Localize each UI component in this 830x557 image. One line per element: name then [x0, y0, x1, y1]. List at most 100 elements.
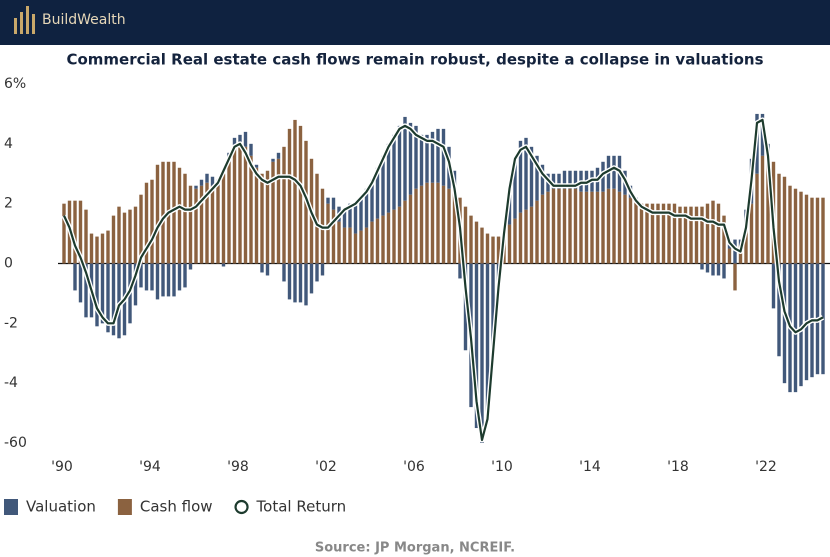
- cash-flow-bar: [73, 200, 77, 264]
- valuation-bar: [315, 263, 319, 282]
- cash-flow-bar: [106, 230, 110, 264]
- legend-swatch: [4, 499, 18, 515]
- cash-flow-bar: [287, 128, 292, 264]
- valuation-bar: [276, 152, 281, 159]
- valuation-bar: [139, 263, 143, 288]
- cash-flow-bar: [238, 143, 242, 264]
- valuation-bar: [155, 263, 160, 300]
- cash-flow-bar: [474, 221, 479, 264]
- cash-flow-bar: [260, 173, 264, 264]
- y-tick-label: 2: [4, 196, 13, 212]
- cash-flow-bar: [254, 167, 259, 264]
- cash-flow-bar: [738, 245, 743, 264]
- legend-label: Total Return: [256, 498, 347, 516]
- valuation-bar: [370, 179, 374, 222]
- valuation-bar: [722, 263, 726, 279]
- valuation-bar: [733, 239, 737, 264]
- cash-flow-bar: [463, 206, 468, 264]
- x-tick-label: '18: [667, 459, 689, 475]
- cash-flow-bar: [359, 230, 363, 264]
- cash-flow-bar: [727, 248, 732, 264]
- cash-flow-bar: [348, 227, 352, 264]
- valuation-bar: [188, 263, 193, 270]
- cash-flow-bar: [705, 203, 710, 264]
- valuation-bar: [221, 263, 226, 267]
- brand: BuildWealth: [42, 12, 126, 28]
- cash-flow-bar: [205, 182, 209, 264]
- cash-flow-bar: [199, 185, 204, 264]
- cash-flow-bar: [95, 236, 99, 264]
- x-tick-label: '14: [579, 459, 601, 475]
- cash-flow-bar: [810, 197, 814, 264]
- cash-flow-bar: [249, 155, 253, 264]
- valuation-bar: [392, 134, 396, 210]
- cash-flow-bar: [441, 185, 446, 264]
- cash-flow-bar: [507, 224, 512, 264]
- valuation-bar: [793, 263, 798, 393]
- cash-flow-bar: [573, 188, 578, 264]
- valuation-bar: [540, 164, 545, 195]
- cash-flow-bar: [546, 191, 550, 264]
- cash-flow-bar: [370, 221, 374, 264]
- valuation-bar: [353, 203, 358, 234]
- valuation-bar: [480, 263, 484, 443]
- valuation-bar: [84, 263, 88, 318]
- valuation-bar: [716, 263, 721, 276]
- valuation-bar: [425, 134, 429, 183]
- cash-flow-bar: [353, 233, 358, 264]
- valuation-bar: [205, 173, 209, 183]
- legend-marker: [234, 499, 249, 515]
- cash-flow-bar: [722, 215, 726, 264]
- y-tick-label: -2: [4, 315, 18, 331]
- cash-flow-bar: [150, 179, 154, 264]
- cash-flow-bar: [716, 203, 721, 264]
- cash-flow-bar: [298, 125, 303, 264]
- valuation-bar: [210, 176, 215, 186]
- cash-flow-bar: [689, 206, 693, 264]
- valuation-bar: [491, 263, 495, 357]
- valuation-bar: [161, 263, 165, 297]
- y-tick-label: 6%: [4, 76, 26, 92]
- valuation-bar: [771, 263, 776, 309]
- valuation-bar: [309, 263, 314, 294]
- cash-flow-bar: [161, 161, 165, 264]
- cash-flow-bar: [62, 203, 66, 264]
- valuation-bar: [799, 263, 803, 387]
- cash-flow-bar: [342, 227, 347, 264]
- x-tick-label: '90: [51, 459, 73, 475]
- chart-title: Commercial Real estate cash flows remain…: [66, 51, 763, 69]
- cash-flow-bar: [117, 206, 121, 264]
- valuation-bar: [562, 170, 567, 189]
- valuation-bar: [133, 263, 138, 306]
- valuation-bar: [111, 263, 116, 336]
- cash-flow-bar: [568, 188, 572, 264]
- cash-flow-bar: [821, 197, 825, 264]
- cash-flow-bar: [381, 215, 385, 264]
- cash-flow-bar: [584, 191, 589, 264]
- valuation-bar: [551, 173, 556, 189]
- cash-flow-bar: [551, 188, 556, 264]
- cash-flow-bar: [89, 233, 94, 264]
- cash-flow-bar: [744, 227, 748, 264]
- cash-flow-bar: [452, 191, 457, 264]
- valuation-bar: [364, 188, 369, 228]
- valuation-bar: [150, 263, 154, 291]
- valuation-bar: [172, 263, 176, 297]
- y-tick-label: -60: [4, 435, 27, 451]
- valuation-bar: [106, 263, 110, 333]
- valuation-bar: [117, 263, 121, 339]
- valuation-bar: [183, 263, 187, 288]
- cash-flow-bar: [84, 209, 88, 264]
- cash-flow-bar: [485, 233, 490, 264]
- valuation-bar: [375, 167, 380, 219]
- cash-flow-bar: [194, 188, 198, 264]
- y-tick-label: 0: [4, 256, 13, 272]
- cash-flow-bar: [749, 203, 754, 264]
- cash-flow-bar: [562, 188, 567, 264]
- cash-flow-bar: [623, 194, 627, 264]
- cash-flow-bar: [265, 170, 270, 264]
- cash-flow-bar: [364, 227, 369, 264]
- cash-flow-bar: [799, 191, 803, 264]
- valuation-bar: [711, 263, 715, 276]
